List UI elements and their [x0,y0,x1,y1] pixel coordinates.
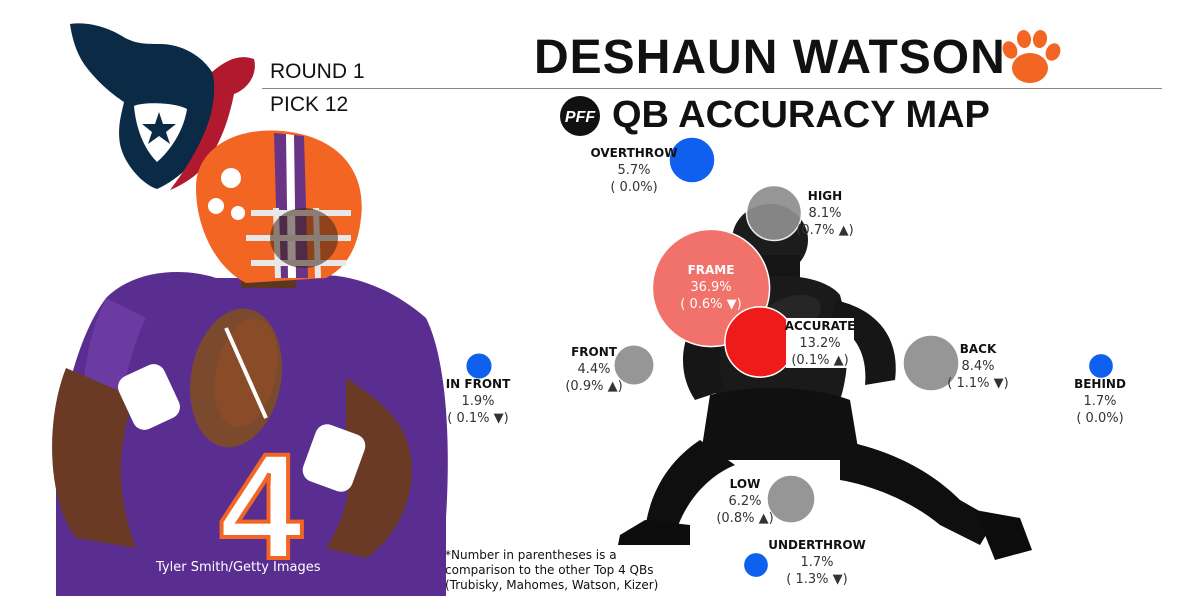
zone-percent: 6.2% [728,494,761,509]
clemson-paw-icon [1002,30,1061,83]
zone-percent: 36.9% [690,280,731,295]
bubble-underthrow [742,551,770,579]
zone-comparison: ( 0.1% ▼) [447,411,508,426]
bubble-back [902,334,960,392]
zone-comparison: ( 0.6% ▼) [680,297,741,312]
zone-percent: 1.7% [1083,394,1116,409]
zone-comparison: ( 0.0%) [1076,411,1123,426]
zone-name: IN FRONT [446,377,511,391]
zone-comparison: (0.9% ▲) [565,379,622,394]
bubble-overthrow [668,136,716,184]
bubble-high [745,184,803,242]
jersey-number: 4 [219,422,302,590]
draft-round: ROUND 1 [270,60,365,83]
player-name: DESHAUN WATSON [534,31,1006,84]
zone-comparison: ( 1.3% ▼) [786,572,847,587]
zone-name: LOW [730,477,761,491]
zone-percent: 8.4% [961,359,994,374]
label-overthrow: OVERTHROW 5.7% ( 0.0%) [591,146,678,195]
header-divider [262,88,1162,89]
zone-name: FRONT [571,345,618,359]
footnote-line: *Number in parentheses is a [445,548,617,562]
bubble-in-front [464,351,494,381]
zone-name: OVERTHROW [591,146,678,160]
label-underthrow: UNDERTHROW 1.7% ( 1.3% ▼) [768,538,866,587]
label-frame: FRAME 36.9% ( 0.6% ▼) [680,263,741,312]
photo-credit: Tyler Smith/Getty Images [156,560,321,575]
zone-comparison: ( 1.1% ▼) [947,376,1008,391]
zone-percent: 13.2% [799,336,840,351]
bubble-low [766,474,816,524]
pff-logo-text: PFF [565,109,596,126]
footnote-line: comparison to the other Top 4 QBs [445,563,654,577]
bubble-behind [1087,352,1115,380]
footnote-line: (Trubisky, Mahomes, Watson, Kizer) [445,578,659,592]
label-behind: BEHIND 1.7% ( 0.0%) [1074,377,1126,426]
chart-title: QB ACCURACY MAP [612,94,990,136]
label-high: HIGH 8.1% (0.7% ▲) [796,189,853,238]
texans-logo [70,23,255,191]
zone-name: ACCURATE [785,319,856,333]
zone-name: BEHIND [1074,377,1126,391]
zone-name: BACK [960,342,997,356]
bubble-accurate [724,306,796,378]
zone-percent: 5.7% [617,163,650,178]
label-in-front: IN FRONT 1.9% ( 0.1% ▼) [446,377,511,426]
zone-percent: 1.9% [461,394,494,409]
zone-percent: 8.1% [808,206,841,221]
pff-logo: PFF [560,96,600,136]
zone-percent: 4.4% [577,362,610,377]
zone-name: HIGH [808,189,842,203]
label-front: FRONT 4.4% (0.9% ▲) [565,345,622,394]
zone-comparison: (0.1% ▲) [791,353,848,368]
zone-comparison: (0.8% ▲) [716,511,773,526]
zone-comparison: ( 0.0%) [610,180,657,195]
label-accurate: ACCURATE 13.2% (0.1% ▲) [785,318,856,368]
label-background [786,318,854,368]
zone-name: FRAME [688,263,735,277]
player-photo: 4 [52,130,448,596]
footnote: *Number in parentheses is a comparison t… [445,548,685,593]
bubble-front [613,344,655,386]
zone-percent: 1.7% [800,555,833,570]
draft-pick: PICK 12 [270,93,349,116]
label-back: BACK 8.4% ( 1.1% ▼) [947,342,1008,391]
zone-comparison: (0.7% ▲) [796,223,853,238]
zone-name: UNDERTHROW [768,538,866,552]
label-low: LOW 6.2% (0.8% ▲) [716,477,773,526]
